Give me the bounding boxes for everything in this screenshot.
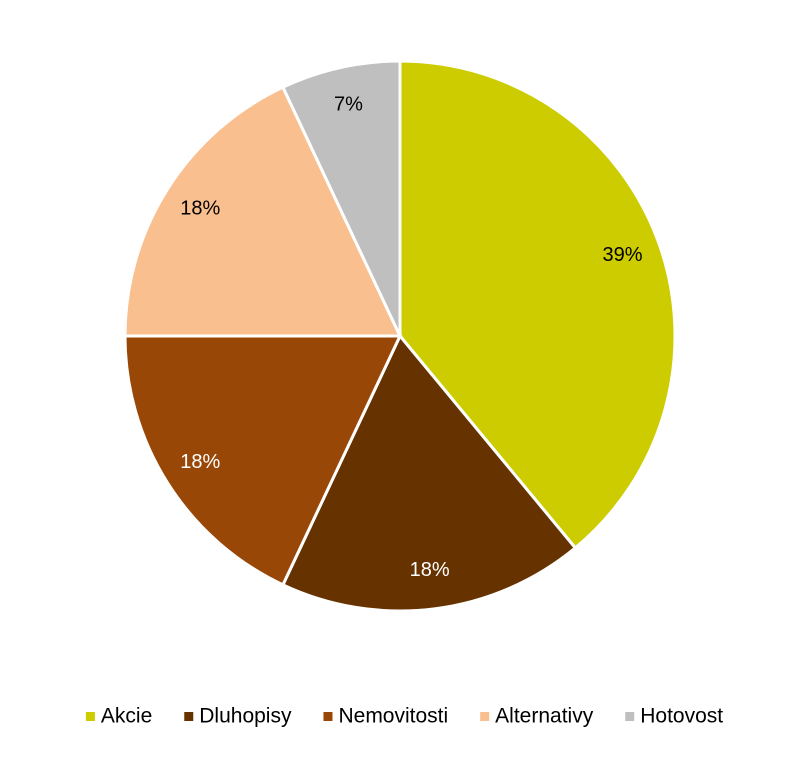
data-label: 18% (180, 198, 220, 220)
data-label: 7% (334, 93, 363, 115)
legend-label: Akcie (101, 705, 152, 728)
legend-label: Hotovost (640, 705, 723, 728)
legend-label: Nemovitosti (338, 705, 448, 728)
legend-swatch (625, 712, 635, 721)
pie-slice (280, 333, 578, 613)
legend-label: Dluhopisy (199, 705, 292, 728)
legend-swatch (85, 712, 95, 721)
pie-slice (280, 59, 402, 337)
legend-swatch (184, 712, 194, 721)
data-label: 39% (603, 244, 643, 266)
legend-swatch (323, 712, 333, 721)
pie-slice (123, 85, 403, 338)
legend-swatch (480, 712, 490, 721)
pie-slice (123, 334, 403, 587)
data-label: 18% (180, 451, 220, 473)
pie-slice (398, 59, 677, 551)
legend-label: Alternativy (495, 705, 594, 728)
data-label: 18% (410, 559, 450, 581)
